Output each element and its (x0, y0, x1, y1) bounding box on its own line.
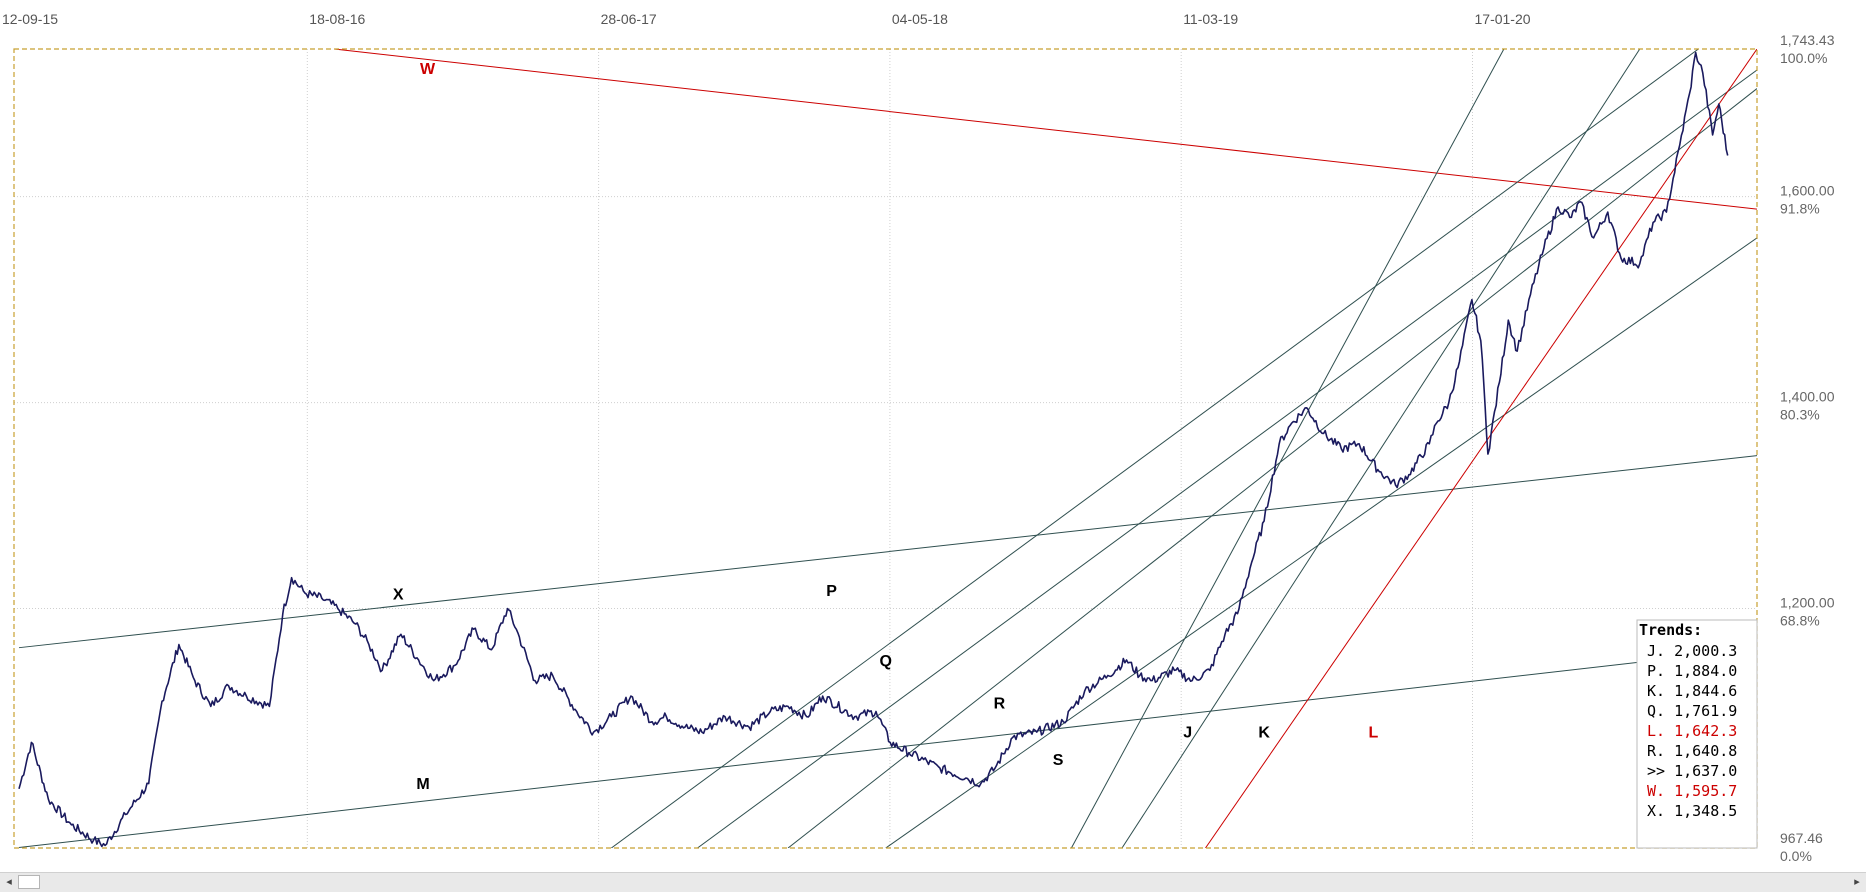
trendlines (18, 49, 1757, 848)
trendline-label-r: R (994, 695, 1006, 712)
trends-legend-entry: J. 2,000.3 (1647, 642, 1737, 660)
trendline-r (787, 88, 1757, 848)
trendline-label-x: X (393, 586, 404, 603)
y-tick-percent: 91.8% (1780, 201, 1820, 217)
y-axis-ticks: 1,743.43 100.0% 1,600.00 91.8% 1,400.00 80.3%… (1780, 32, 1835, 864)
trendline-label-j: J (1183, 724, 1192, 741)
y-tick-value: 1,200.00 (1780, 595, 1835, 611)
x-tick-label: 17-01-20 (1475, 11, 1531, 27)
trendline-label-w: W (420, 61, 436, 78)
horizontal-scrollbar[interactable]: ◂ ▸ (0, 872, 1866, 892)
grid-lines (14, 49, 1757, 848)
trends-legend-title: Trends: (1639, 621, 1702, 639)
scroll-left-arrow-icon[interactable]: ◂ (6, 876, 12, 888)
trends-legend-box (1636, 619, 1758, 849)
trends-legend-entry: >> 1,637.0 (1647, 762, 1737, 780)
trends-legend-entry: W. 1,595.7 (1647, 782, 1737, 800)
trends-legend-entry: P. 1,884.0 (1647, 662, 1737, 680)
price-chart: 12-09-15 18-08-16 28-06-17 04-05-18 11-03-19… (2, 11, 1835, 864)
trends-legend-entry: Q. 1,761.9 (1647, 702, 1737, 720)
x-tick-label: 11-03-19 (1183, 11, 1238, 27)
trendline-label-s: S (1053, 752, 1064, 769)
y-tick-percent: 100.0% (1780, 50, 1827, 66)
trends-legend-entry: R. 1,640.8 (1647, 742, 1737, 760)
trendline-l (1205, 49, 1757, 848)
trendline-p (611, 49, 1699, 848)
trendline-m (18, 654, 1703, 848)
trendline-label-p: P (826, 583, 837, 600)
trends-legend-entry: X. 1,348.5 (1647, 802, 1737, 820)
x-tick-label: 12-09-15 (2, 11, 58, 27)
trends-legend: Trends: J. 2,000.3 P. 1,884.0 K. 1,844.6 Q. … (1636, 619, 1758, 849)
y-tick-value: 1,600.00 (1780, 183, 1835, 199)
trendline-k (1121, 49, 1641, 848)
trendline-s (885, 237, 1757, 848)
trendline-j (1070, 49, 1505, 848)
y-tick-percent: 0.0% (1780, 848, 1812, 864)
trendline-x (18, 455, 1757, 649)
x-tick-label: 18-08-16 (309, 11, 365, 27)
x-tick-label: 04-05-18 (892, 11, 948, 27)
price-line (18, 51, 1729, 848)
trendline-label-l: L (1368, 724, 1378, 741)
y-tick-percent: 68.8% (1780, 613, 1820, 629)
trends-legend-entry: K. 1,844.6 (1647, 682, 1737, 700)
y-tick-value: 967.46 (1780, 830, 1823, 846)
price-series (18, 51, 1729, 848)
y-tick-percent: 80.3% (1780, 407, 1820, 423)
trendline-label-m: M (416, 776, 429, 793)
trends-legend-entry: L. 1,642.3 (1647, 722, 1737, 740)
plot-frame (13, 48, 1758, 849)
x-tick-label: 28-06-17 (601, 11, 657, 27)
trendline-w (334, 49, 1757, 210)
x-axis-ticks: 12-09-15 18-08-16 28-06-17 04-05-18 11-03-19… (2, 11, 1531, 27)
trendline-label-q: Q (880, 653, 892, 670)
scroll-right-arrow-icon[interactable]: ▸ (1854, 876, 1860, 888)
trendline-q (697, 69, 1757, 848)
y-tick-value: 1,743.43 (1780, 32, 1835, 48)
scrollbar-thumb[interactable] (18, 875, 40, 889)
trendline-label-k: K (1258, 724, 1270, 741)
y-tick-value: 1,400.00 (1780, 389, 1835, 405)
